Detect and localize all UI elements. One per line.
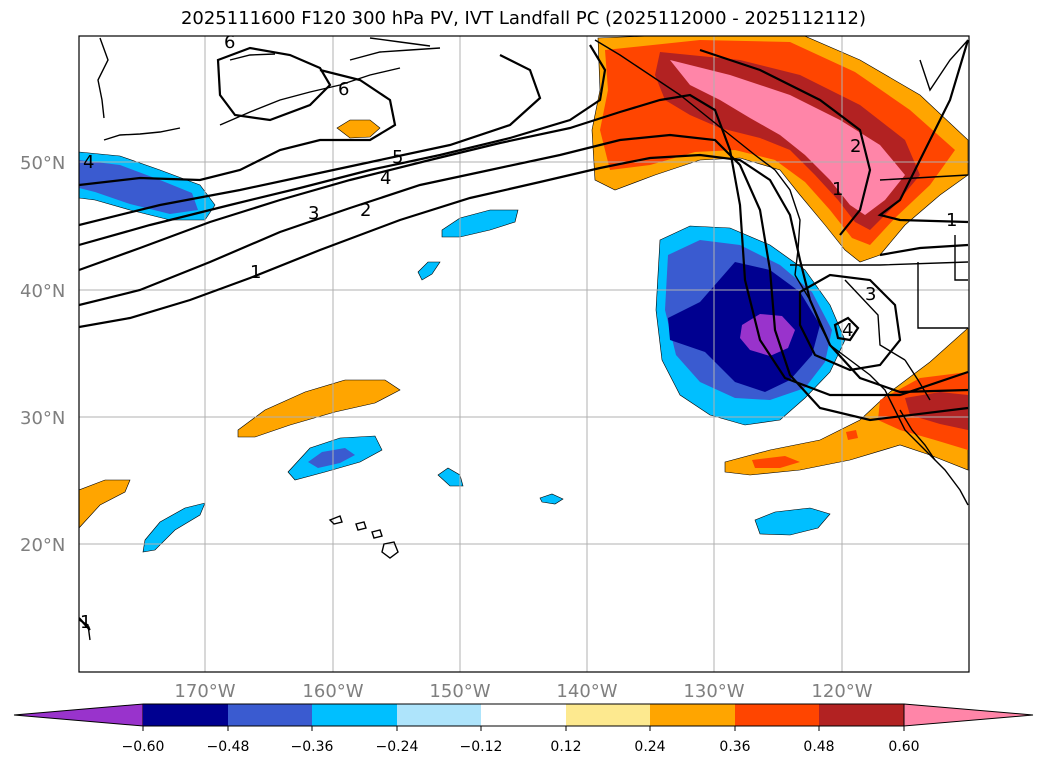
lon-label: 140°W (556, 681, 617, 702)
contour-label: 6 (338, 79, 349, 100)
contour-label: 2 (360, 200, 371, 221)
lat-label: 30°N (20, 408, 65, 429)
lat-label: 50°N (20, 153, 65, 174)
map-content: 6 6 5 4 3 2 1 4 2 1 3 4 1 1 (79, 32, 969, 672)
lat-label: 20°N (20, 535, 65, 556)
contour-low-ca-inner (833, 316, 860, 342)
pv-contours (79, 39, 969, 631)
contour-6b (216, 46, 332, 122)
colorbar-tick-label: −0.12 (460, 739, 503, 755)
map-frame (78, 35, 970, 673)
contour-label: 3 (865, 284, 876, 305)
colorbar-segment (481, 704, 566, 726)
contour-label: 5 (392, 147, 403, 168)
shade-positive-nw-pink (670, 60, 905, 215)
lon-label: 170°W (174, 681, 235, 702)
lon-label: 150°W (429, 681, 490, 702)
contour-1-east (877, 39, 969, 224)
colorbar-tick-label: −0.24 (376, 739, 419, 755)
colorbar-tick-label: 0.12 (550, 739, 581, 755)
colorbar-segment (312, 704, 397, 726)
colorbar-extend-left (13, 703, 144, 727)
shade-negative-patch-7 (754, 507, 831, 536)
lon-label: 120°W (811, 681, 872, 702)
shade-positive-sw-dot (846, 430, 858, 440)
contour-label: 1 (832, 179, 843, 200)
contour-1b-east (879, 243, 969, 257)
contour-1 (79, 153, 969, 394)
latitude-labels: 50°N 40°N 30°N 20°N (20, 153, 65, 556)
contour-label: 1 (80, 612, 91, 633)
shade-negative-patch-4 (437, 467, 464, 487)
colorbar: −0.60 −0.48 −0.36 −0.24 −0.12 0.12 0.24 … (13, 703, 1034, 755)
colorbar-tick-label: 0.36 (719, 739, 750, 755)
contour-label: 4 (842, 320, 853, 341)
map-title: 2025111600 F120 300 hPa PV, IVT Landfall… (180, 8, 867, 29)
contour-5 (79, 54, 542, 227)
contour-labels: 6 6 5 4 3 2 1 4 2 1 3 4 1 1 (80, 32, 957, 633)
lon-label: 130°W (683, 681, 744, 702)
coastlines (79, 37, 969, 641)
contour-3 (79, 93, 969, 397)
contour-label: 6 (224, 32, 235, 53)
colorbar-tick-label: −0.48 (207, 739, 250, 755)
shade-negative-patch-2 (417, 261, 441, 281)
contour-6 (79, 68, 397, 187)
shade-negative-patch-6 (142, 502, 206, 553)
colorbar-tick-label: −0.60 (122, 739, 165, 755)
colorbar-segment (566, 704, 650, 726)
colorbar-extend-right (903, 703, 1034, 727)
shade-positive-sw-small (752, 456, 800, 468)
contour-label: 1 (250, 262, 261, 283)
contour-label: 4 (83, 152, 94, 173)
colorbar-tick-labels: −0.60 −0.48 −0.36 −0.24 −0.12 0.12 0.24 … (122, 739, 920, 755)
contour-2 (79, 133, 969, 422)
contour-label: 2 (850, 136, 861, 157)
shade-positive-central-band (237, 379, 401, 438)
colorbar-tick-label: 0.60 (888, 739, 919, 755)
shade-negative-patch-1 (441, 209, 519, 238)
colorbar-segment (650, 704, 735, 726)
contour-4 (79, 44, 607, 247)
contour-label: 1 (946, 210, 957, 231)
contour-label: 4 (380, 168, 391, 189)
lon-label: 160°W (302, 681, 363, 702)
shade-negative-west-blue (79, 160, 198, 214)
contour-label: 3 (308, 203, 319, 224)
lat-label: 40°N (20, 281, 65, 302)
colorbar-segment (397, 704, 481, 726)
shade-positive-west-band (79, 479, 131, 529)
contour-1-sw-west (79, 617, 91, 631)
colorbar-ticks (142, 726, 905, 731)
colorbar-segment (228, 704, 312, 726)
longitude-labels: 170°W 160°W 150°W 140°W 130°W 120°W (174, 681, 872, 702)
contour-low-ca (798, 273, 902, 372)
colorbar-tick-label: 0.24 (634, 739, 665, 755)
colorbar-tick-label: 0.48 (803, 739, 834, 755)
shade-positive-sw-orange (724, 327, 969, 476)
contour-2-east (699, 48, 872, 236)
shade-negative-patch-3-inner (308, 448, 355, 468)
colorbar-segment (819, 704, 904, 726)
colorbar-segment (735, 704, 819, 726)
shade-negative-patch-5 (539, 493, 564, 505)
shade-positive-small-1 (336, 119, 381, 139)
colorbar-segment (143, 704, 228, 726)
colorbar-tick-label: −0.36 (291, 739, 334, 755)
